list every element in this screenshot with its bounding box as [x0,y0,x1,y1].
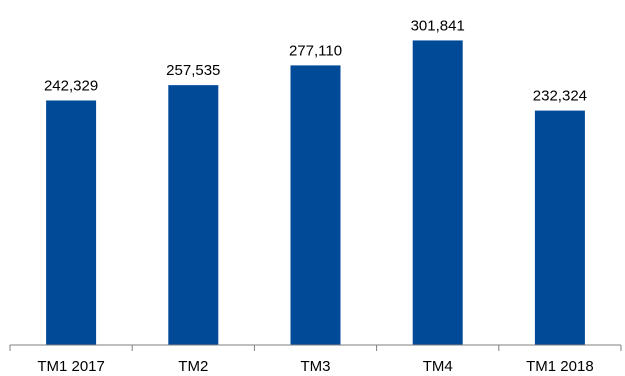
value-label-5: 232,324 [533,88,587,105]
value-label-1: 242,329 [44,77,98,94]
category-label-3: TM3 [301,358,331,375]
bar-3 [290,65,341,346]
category-labels-group: TM1 2017 TM2 TM3 TM4 TM1 2018 [37,358,593,375]
category-label-4: TM4 [423,358,453,375]
category-label-2: TM2 [178,358,208,375]
bar-2 [168,85,219,345]
bars-group [46,40,585,346]
bar-5 [534,110,585,345]
value-labels-group: 242,329 257,535 277,110 301,841 232,324 [44,17,587,104]
value-label-3: 277,110 [289,42,342,59]
bar-1 [46,100,97,345]
value-label-2: 257,535 [166,62,220,79]
category-label-1: TM1 2017 [37,358,105,375]
value-label-4: 301,841 [411,17,465,34]
x-axis [9,344,622,351]
bar-4 [412,40,463,345]
category-label-5: TM1 2018 [526,358,594,375]
